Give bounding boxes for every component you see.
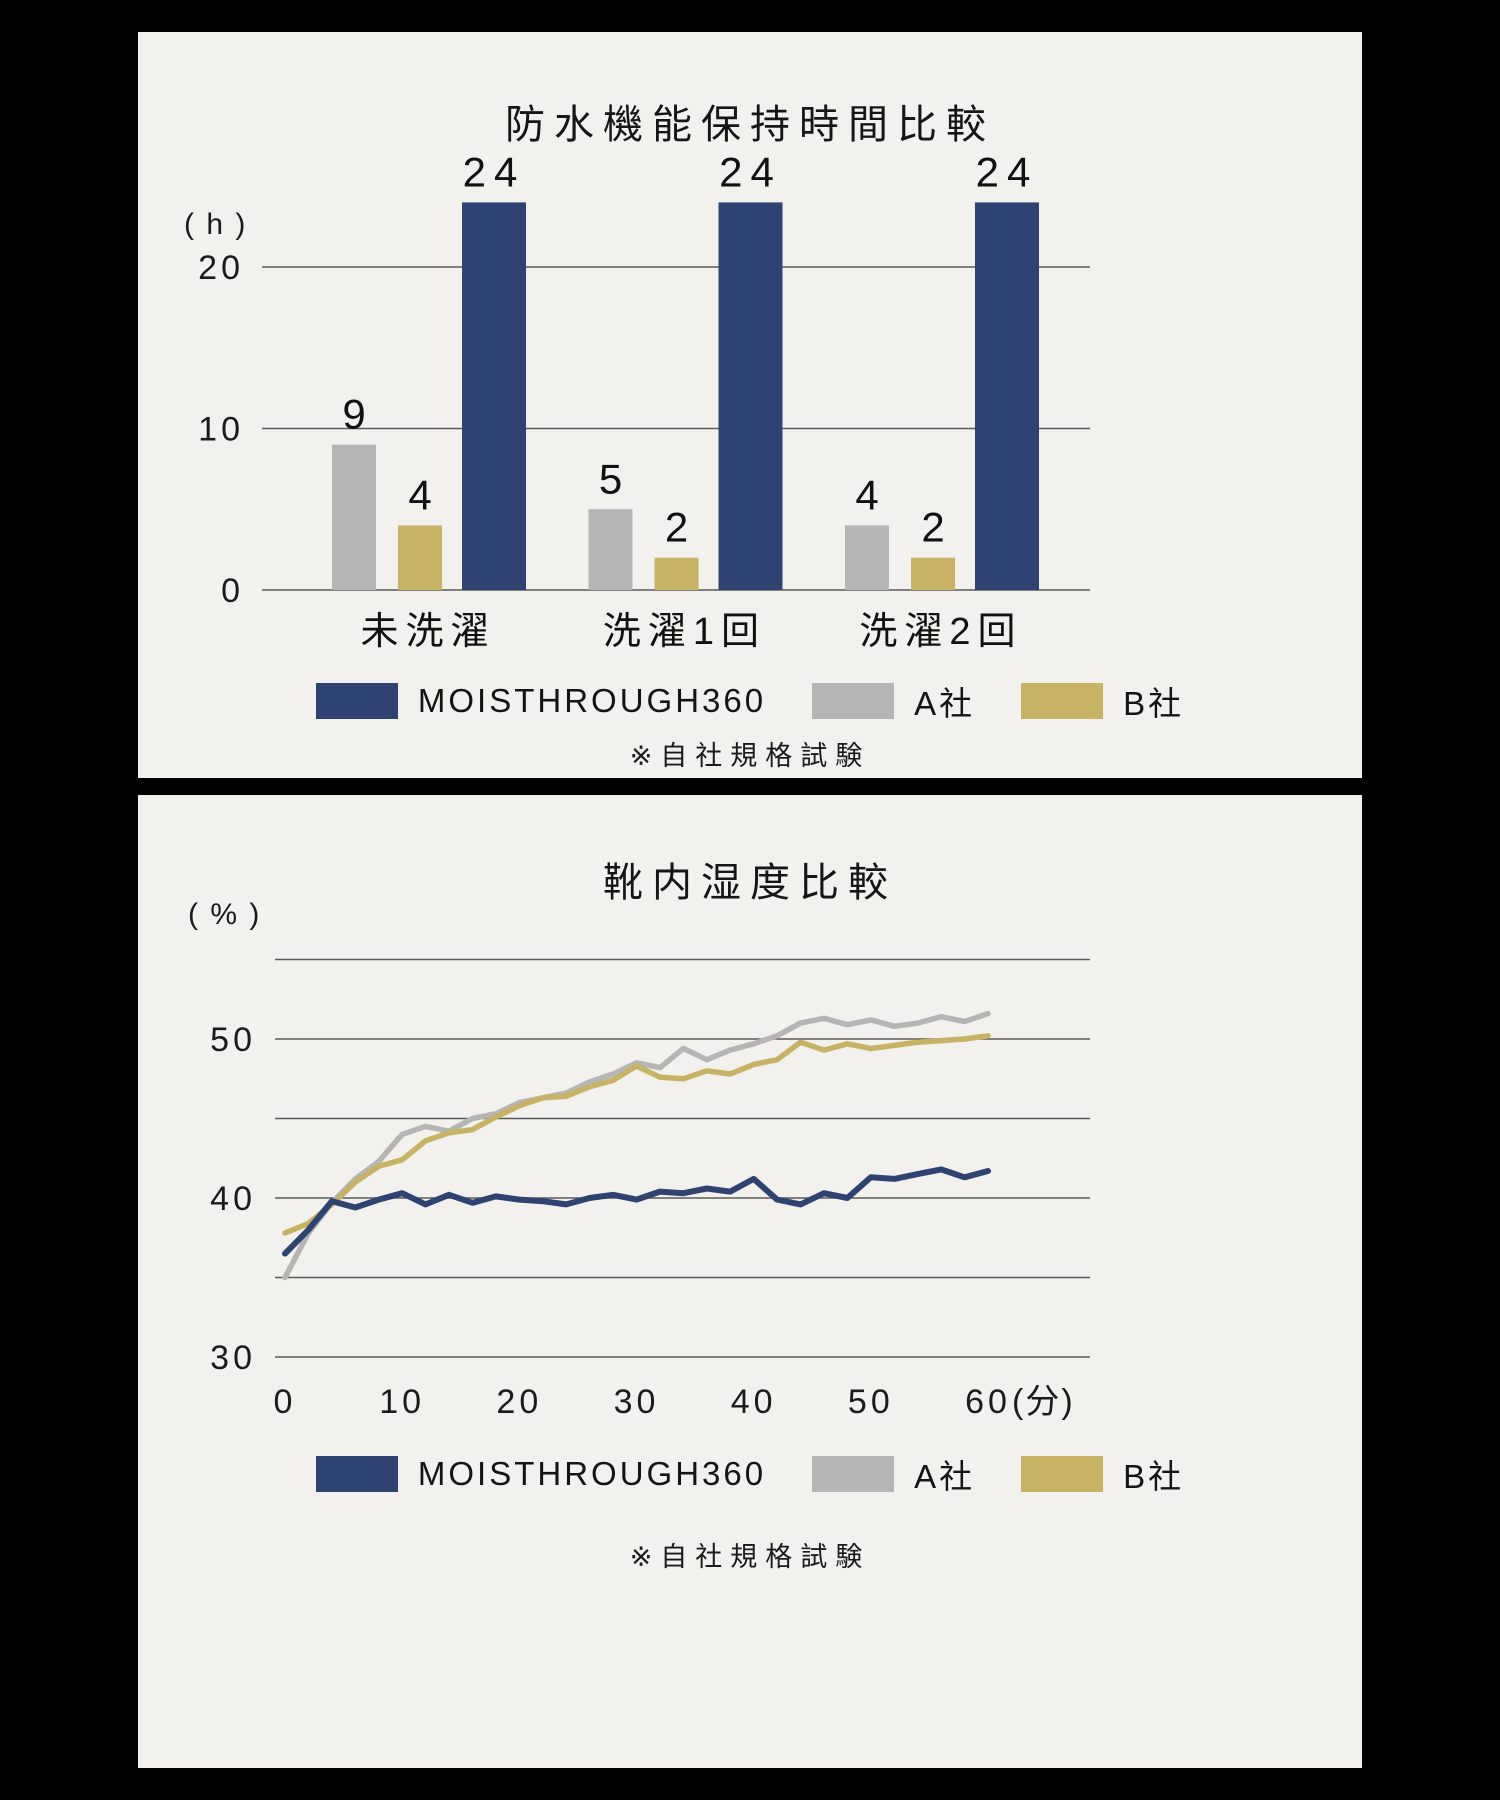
svg-text:30: 30 xyxy=(614,1383,660,1421)
svg-text:4: 4 xyxy=(855,471,878,518)
humidity-line-chart-panel: 靴内湿度比較 ( % ) 30 40 50 0 10 20 30 40 50 60 (分) MOIS… xyxy=(138,795,1362,1768)
legend-swatch-company-b xyxy=(1021,1456,1104,1492)
svg-text:10: 10 xyxy=(379,1383,425,1421)
legend-label-company-b: B社 xyxy=(1123,1458,1185,1495)
legend-label-company-a: A社 xyxy=(914,685,976,722)
line-chart-legend: MOISTHROUGH360 A社 B社 xyxy=(138,1450,1362,1498)
svg-text:洗濯2回: 洗濯2回 xyxy=(859,611,1022,653)
svg-text:24: 24 xyxy=(976,148,1039,195)
svg-text:洗濯1回: 洗濯1回 xyxy=(603,611,766,653)
legend-swatch-company-b xyxy=(1021,683,1104,719)
svg-text:5: 5 xyxy=(599,455,622,502)
svg-text:40: 40 xyxy=(210,1180,256,1218)
bar-chart-legend: MOISTHROUGH360 A社 B社 xyxy=(138,677,1362,725)
legend-item-company-a: A社 xyxy=(812,677,975,725)
legend-swatch-company-a xyxy=(812,683,895,719)
svg-text:30: 30 xyxy=(210,1339,256,1377)
legend-item-company-b: B社 xyxy=(1021,677,1184,725)
svg-text:0: 0 xyxy=(221,572,244,610)
svg-text:10: 10 xyxy=(198,411,244,449)
legend-label-moisthrough360: MOISTHROUGH360 xyxy=(417,1455,767,1492)
svg-text:20: 20 xyxy=(496,1383,542,1421)
legend-item-company-a: A社 xyxy=(812,1450,975,1498)
line-chart-y-unit-label: ( % ) xyxy=(188,898,262,931)
legend-swatch-company-a xyxy=(812,1456,895,1492)
legend-swatch-moisthrough360 xyxy=(315,683,398,719)
svg-text:40: 40 xyxy=(731,1383,777,1421)
waterproof-bar-chart-panel: 防水機能保持時間比較 ( h ) 0 10 20 9 5 4 4 2 2 24 24 24 未洗濯 洗濯1… xyxy=(138,32,1362,778)
legend-label-moisthrough360: MOISTHROUGH360 xyxy=(417,682,767,719)
svg-text:未洗濯: 未洗濯 xyxy=(360,611,495,653)
bar-chart-footnote: ※自社規格試験 xyxy=(629,741,871,771)
svg-text:9: 9 xyxy=(342,391,365,438)
svg-text:50: 50 xyxy=(210,1021,256,1059)
legend-item-company-b: B社 xyxy=(1021,1450,1184,1498)
svg-text:24: 24 xyxy=(463,148,526,195)
svg-text:24: 24 xyxy=(719,148,782,195)
legend-item-moisthrough360: MOISTHROUGH360 xyxy=(315,682,767,720)
line-chart-title: 靴内湿度比較 xyxy=(603,861,897,905)
svg-text:2: 2 xyxy=(921,504,944,551)
legend-label-company-a: A社 xyxy=(914,1458,976,1495)
svg-text:20: 20 xyxy=(198,249,244,287)
legend-label-company-b: B社 xyxy=(1123,685,1185,722)
legend-item-moisthrough360: MOISTHROUGH360 xyxy=(315,1455,767,1493)
line-chart-footnote: ※自社規格試験 xyxy=(629,1542,871,1572)
bar-chart-title: 防水機能保持時間比較 xyxy=(505,103,995,147)
svg-text:0: 0 xyxy=(274,1383,297,1421)
svg-text:50: 50 xyxy=(848,1383,894,1421)
legend-swatch-moisthrough360 xyxy=(315,1456,398,1492)
line-chart-plot: 30 40 50 0 10 20 30 40 50 60 (分) xyxy=(210,958,1090,1421)
svg-text:(分): (分) xyxy=(1012,1383,1075,1421)
svg-text:60: 60 xyxy=(965,1383,1011,1421)
bar-chart-y-unit-label: ( h ) xyxy=(184,208,248,241)
svg-text:2: 2 xyxy=(665,504,688,551)
svg-text:4: 4 xyxy=(408,471,431,518)
